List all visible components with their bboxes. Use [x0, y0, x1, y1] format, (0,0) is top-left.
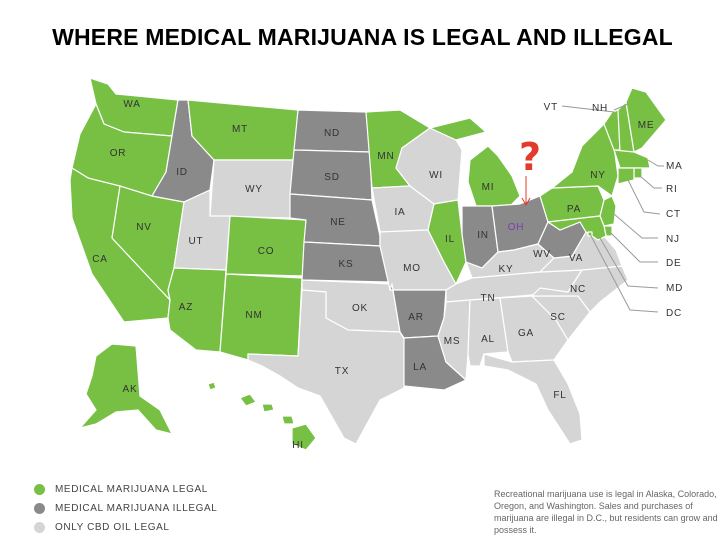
state-label-al: AL [481, 334, 495, 345]
cbd-swatch-icon [34, 522, 45, 533]
state-label-ny: NY [590, 170, 606, 181]
callout-line-ri [639, 175, 662, 189]
state-label-de: DE [666, 258, 682, 269]
state-label-nm: NM [245, 310, 262, 321]
state-label-ok: OK [352, 303, 368, 314]
state-label-nd: ND [324, 128, 340, 139]
state-label-md: MD [666, 283, 683, 294]
arrow-head-icon [521, 197, 531, 207]
state-mi [429, 117, 521, 207]
state-label-az: AZ [179, 302, 193, 313]
state-label-va: VA [569, 253, 583, 264]
illegal-swatch-icon [34, 503, 45, 514]
callout-line-dc [589, 233, 659, 313]
state-label-ma: MA [666, 161, 683, 172]
state-label-wv: WV [533, 249, 551, 260]
state-label-nv: NV [136, 222, 152, 233]
legend-label: MEDICAL MARIJUANA ILLEGAL [55, 503, 218, 514]
state-label-sc: SC [550, 312, 566, 323]
state-label-ne: NE [330, 217, 346, 228]
state-label-ca: CA [92, 254, 108, 265]
state-label-fl: FL [553, 390, 566, 401]
legend-item-legal: MEDICAL MARIJUANA LEGAL [34, 480, 217, 499]
ohio-question-annotation: ? [519, 135, 541, 207]
state-label-ak: AK [123, 384, 138, 395]
state-label-wy: WY [245, 184, 263, 195]
state-label-tn: TN [481, 293, 496, 304]
state-label-oh: OH [508, 222, 525, 233]
state-label-il: IL [445, 234, 455, 245]
legend-label: ONLY CBD OIL LEGAL [55, 522, 170, 533]
state-label-id: ID [176, 167, 188, 178]
map-title: WHERE MEDICAL MARIJUANA IS LEGAL AND ILL… [52, 24, 673, 50]
state-label-wa: WA [123, 99, 140, 110]
state-label-me: ME [638, 120, 655, 131]
state-label-ia: IA [394, 207, 405, 218]
state-label-dc: DC [666, 308, 682, 319]
state-label-nh: NH [592, 103, 608, 114]
state-label-ri: RI [666, 184, 678, 195]
legend-item-illegal: MEDICAL MARIJUANA ILLEGAL [34, 499, 217, 518]
state-tx [247, 289, 409, 445]
callout-line-ma [647, 159, 664, 167]
state-label-sd: SD [324, 172, 340, 183]
state-label-in: IN [477, 230, 489, 241]
state-label-ga: GA [518, 328, 534, 339]
callout-lines [561, 103, 664, 313]
state-label-nj: NJ [666, 234, 680, 245]
state-az [167, 267, 227, 353]
state-label-ms: MS [444, 336, 461, 347]
state-il [427, 199, 467, 285]
state-label-pa: PA [567, 204, 581, 215]
state-label-ut: UT [189, 236, 204, 247]
callout-line-nj [613, 213, 658, 239]
callout-line-nh [613, 103, 629, 111]
recreational-note: Recreational marijuana use is legal in A… [494, 489, 718, 535]
state-ak [79, 343, 173, 435]
state-label-nc: NC [570, 284, 586, 295]
state-label-co: CO [258, 246, 275, 257]
callout-line-vt [561, 105, 615, 113]
state-ct [617, 167, 635, 185]
state-label-tx: TX [335, 366, 349, 377]
question-mark-icon: ? [519, 135, 541, 179]
state-label-ct: CT [666, 209, 681, 220]
state-label-mi: MI [482, 182, 495, 193]
legend-item-cbd: ONLY CBD OIL LEGAL [34, 518, 217, 537]
state-label-la: LA [413, 362, 427, 373]
state-hi [207, 381, 317, 451]
callout-line-ct [627, 179, 661, 215]
state-label-or: OR [110, 148, 127, 159]
state-label-ky: KY [499, 264, 514, 275]
state-label-mn: MN [377, 151, 394, 162]
state-label-vt: VT [544, 102, 558, 113]
state-label-ar: AR [408, 312, 424, 323]
legend-label: MEDICAL MARIJUANA LEGAL [55, 484, 208, 495]
legal-swatch-icon [34, 484, 45, 495]
state-fl [483, 353, 583, 445]
state-label-mo: MO [403, 263, 421, 274]
callout-line-md [599, 237, 659, 289]
state-label-mt: MT [232, 124, 248, 135]
state-label-hi: HI [292, 440, 304, 451]
state-ma [613, 149, 651, 169]
state-ms [437, 299, 471, 381]
legend: MEDICAL MARIJUANA LEGAL MEDICAL MARIJUAN… [34, 480, 217, 537]
state-label-wi: WI [429, 170, 443, 181]
callout-line-de [609, 231, 658, 263]
state-label-ks: KS [339, 259, 354, 270]
